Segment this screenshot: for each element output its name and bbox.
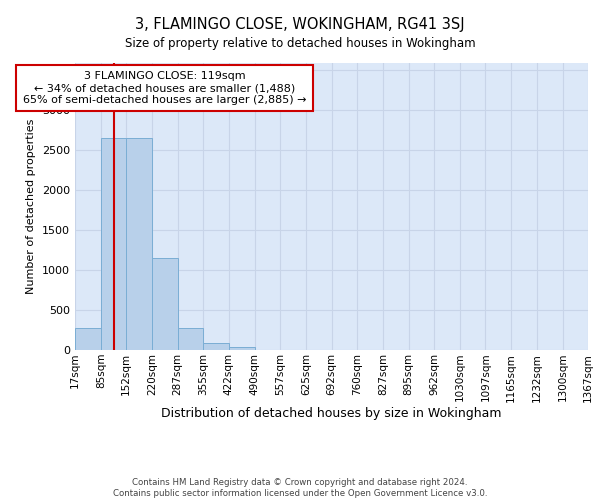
- Y-axis label: Number of detached properties: Number of detached properties: [26, 118, 37, 294]
- Bar: [152, 258, 178, 350]
- Text: 3 FLAMINGO CLOSE: 119sqm
← 34% of detached houses are smaller (1,488)
65% of sem: 3 FLAMINGO CLOSE: 119sqm ← 34% of detach…: [23, 72, 307, 104]
- X-axis label: Distribution of detached houses by size in Wokingham: Distribution of detached houses by size …: [161, 407, 502, 420]
- Bar: [75, 328, 101, 350]
- Bar: [101, 138, 127, 350]
- Text: Size of property relative to detached houses in Wokingham: Size of property relative to detached ho…: [125, 38, 475, 51]
- Text: 3, FLAMINGO CLOSE, WOKINGHAM, RG41 3SJ: 3, FLAMINGO CLOSE, WOKINGHAM, RG41 3SJ: [135, 18, 465, 32]
- Bar: [203, 343, 229, 350]
- Bar: [127, 138, 152, 350]
- Bar: [178, 328, 203, 350]
- Text: Contains HM Land Registry data © Crown copyright and database right 2024.
Contai: Contains HM Land Registry data © Crown c…: [113, 478, 487, 498]
- Bar: [229, 347, 255, 350]
